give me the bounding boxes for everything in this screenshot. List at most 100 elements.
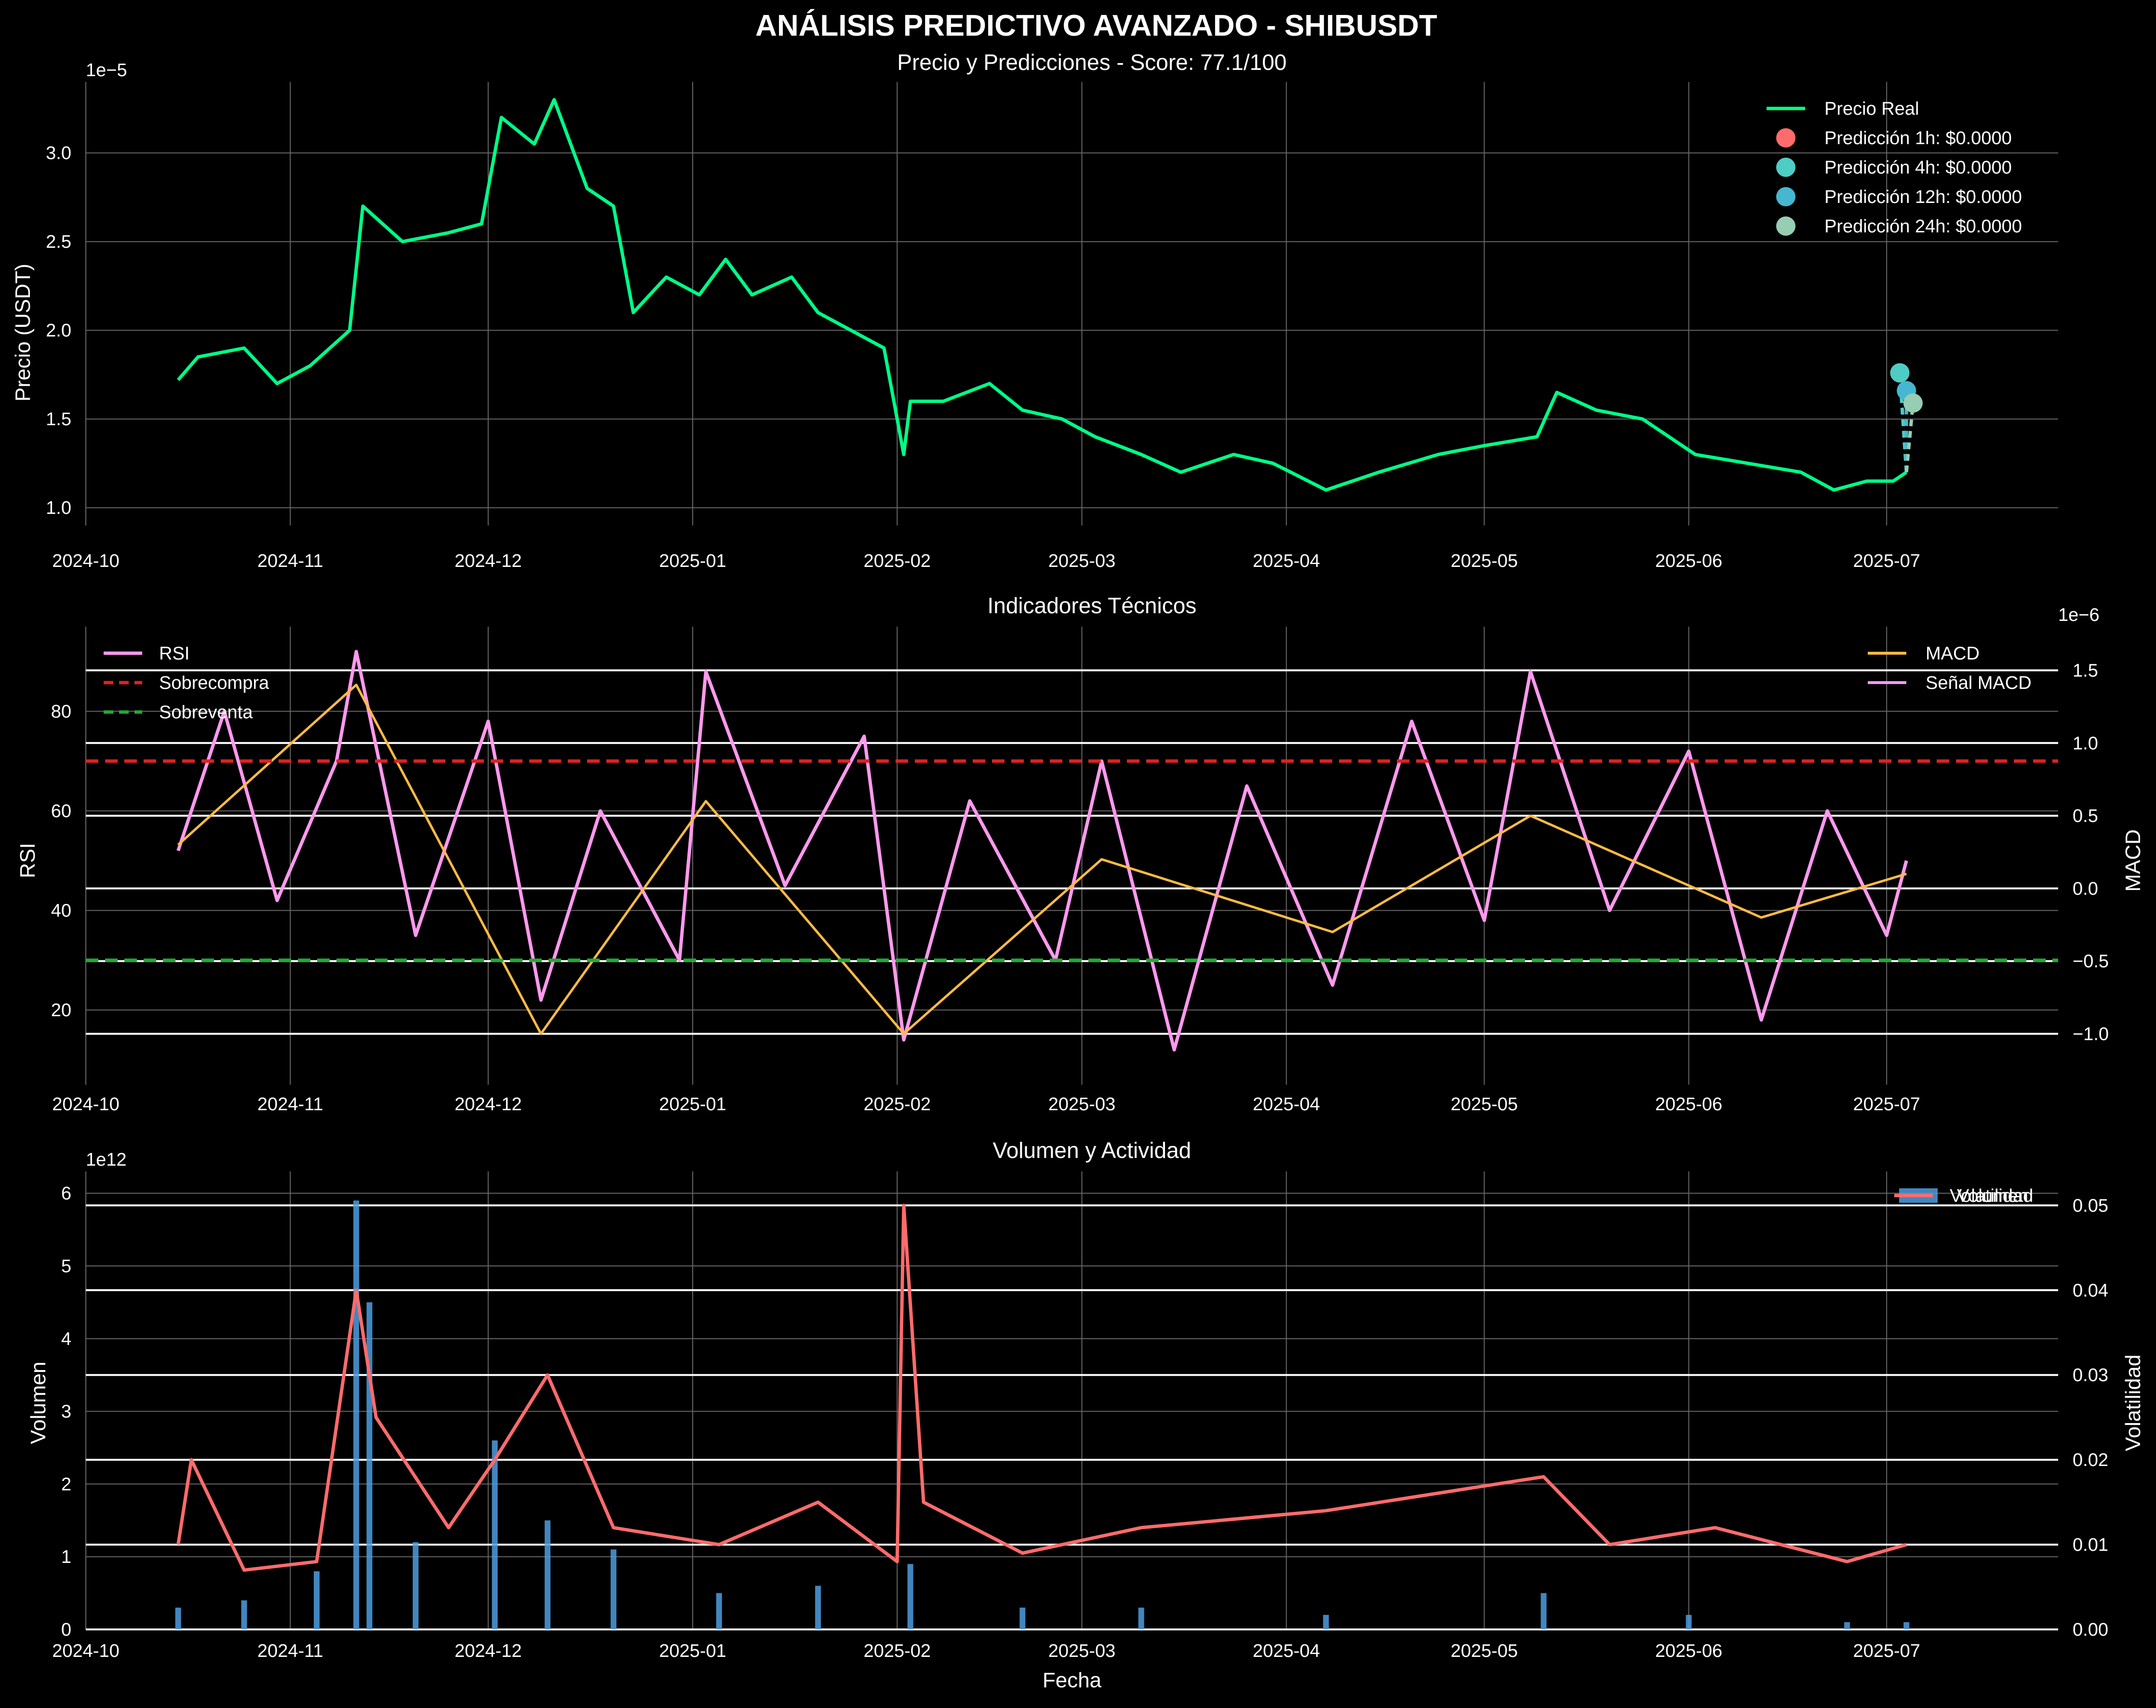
y-tick-label: 3 [61,1402,71,1422]
price-y-axis-label: Precio (USDT) [11,264,35,402]
volatility-tick-label: 0.05 [2073,1196,2108,1216]
volatility-series [176,1203,1907,1572]
macd-tick-label: −0.5 [2073,952,2109,972]
volatility-line [176,1203,1907,1572]
macd-y-ticks: −1.0 −0.5 0.0 0.5 1.0 1.5 [2073,660,2109,1044]
x-tick-label: 2024-12 [455,551,522,571]
x-tick-label: 2025-07 [1853,1094,1920,1115]
legend-label: Precio Real [1824,99,1919,119]
indicators-series [86,650,2058,1052]
volume-bar [353,1200,360,1629]
macd-tick-label: −1.0 [2073,1024,2109,1044]
price-panel-title: Precio y Predicciones - Score: 77.1/100 [869,50,1287,75]
legend-marker [1776,128,1795,148]
volume-bar [413,1542,419,1629]
volume-bar [610,1549,616,1629]
legend-label: RSI [159,644,189,664]
y-tick-label: 6 [61,1183,71,1204]
x-tick-label: 2025-05 [1451,551,1518,571]
x-tick-label: 2025-06 [1655,1641,1722,1661]
volatility-tick-label: 0.04 [2073,1280,2108,1301]
macd-tick-label: 0.5 [2073,806,2098,826]
rsi-line [176,650,1908,1052]
prediction-point [1890,363,1910,383]
volume-panel-title: Volumen y Actividad [964,1138,1191,1163]
volume-bar [1138,1607,1144,1629]
volume-bar [907,1564,913,1629]
y-tick-label: 1.0 [46,498,71,518]
volume-bar [1540,1593,1547,1629]
legend-label: Sobrecompra [159,673,269,693]
legend-label: Volatilidad [1950,1186,2033,1206]
y-tick-label: 2.0 [46,321,71,341]
legend-label: Predicción 1h: $0.0000 [1824,128,2012,148]
x-tick-label: 2025-01 [659,1641,726,1661]
x-tick-label: 2025-05 [1451,1094,1518,1115]
volume-bar [716,1593,722,1629]
volatility-tick-label: 0.03 [2073,1365,2108,1385]
legend-marker [1776,216,1795,236]
indicators-x-ticks: 2024-10 2024-11 2024-12 2025-01 2025-02 2025-… [52,1094,1920,1115]
price-grid [85,82,2058,525]
x-tick-label: 2024-11 [257,551,323,571]
price-panel: Precio y Predicciones - Score: 77.1/100 … [11,50,2058,571]
macd-y-offset-label: 1e−6 [2058,605,2100,625]
volume-bar [241,1600,247,1629]
x-tick-label: 2025-01 [659,1094,726,1115]
x-tick-label: 2025-02 [864,1641,931,1661]
x-tick-label: 2025-02 [864,1094,931,1115]
volume-x-axis-label: Fecha [1043,1668,1102,1692]
volatility-tick-label: 0.02 [2073,1450,2108,1470]
prediction-line [1904,403,1915,472]
volume-bar [175,1607,181,1629]
indicators-panel-title: Indicadores Técnicos [959,593,1197,618]
volume-bars [175,1200,1910,1629]
macd-y-axis-label: MACD [2121,829,2145,892]
volume-bar [1844,1622,1850,1629]
rsi-y-ticks: 20 40 60 80 [51,702,71,1021]
y-tick-label: 5 [61,1256,71,1277]
y-tick-label: 80 [51,702,71,722]
legend-label: Predicción 4h: $0.0000 [1824,158,2012,178]
y-tick-label: 1.5 [46,409,71,430]
volume-y-axis-label: Volumen [27,1361,50,1444]
legend-label: Señal MACD [1926,673,2032,693]
volume-x-ticks: 2024-10 2024-11 2024-12 2025-01 2025-02 2025-… [52,1641,1920,1661]
x-tick-label: 2025-05 [1451,1641,1518,1661]
indicators-panel: Indicadores Técnicos 1e−6 RSI MACD 2024-… [16,593,2145,1115]
price-legend: Precio Real Predicción 1h: $0.0000 Predicc… [1767,99,2022,237]
x-tick-label: 2024-11 [257,1094,323,1115]
macd-line [177,684,1907,1035]
x-tick-label: 2025-07 [1853,1641,1920,1661]
x-tick-label: 2024-10 [52,1094,119,1115]
legend-label: MACD [1926,644,1980,664]
y-tick-label: 2.5 [46,232,71,252]
y-tick-label: 0 [61,1620,71,1640]
volume-grid [85,1171,2058,1630]
figure-title: ANÁLISIS PREDICTIVO AVANZADO - SHIBUSDT [718,9,1437,42]
x-tick-label: 2025-01 [659,551,726,571]
volatility-y-axis-label: Volatilidad [2121,1355,2145,1452]
y-tick-label: 4 [61,1329,71,1349]
volume-bar [313,1571,320,1629]
y-tick-label: 60 [51,801,71,821]
x-tick-label: 2025-04 [1253,1094,1320,1115]
x-tick-label: 2025-03 [1048,1641,1115,1661]
y-tick-label: 3.0 [46,143,71,163]
legend-label: Volumen [1957,1186,2028,1206]
legend-marker [1776,187,1795,206]
rsi-y-axis-label: RSI [16,843,40,878]
price-y-ticks: 1.0 1.5 2.0 2.5 3.0 [46,143,71,518]
indicators-legend: RSI Sobrecompra Sobreventa MACD Señal MACD [104,644,2032,723]
volume-bar [1686,1614,1692,1629]
legend-label: Sobreventa [159,702,253,723]
volume-bar [1019,1607,1026,1629]
x-tick-label: 2024-10 [52,551,119,571]
x-tick-label: 2024-11 [257,1641,323,1661]
volatility-tick-label: 0.00 [2073,1620,2108,1640]
y-tick-label: 1 [61,1547,71,1567]
x-tick-label: 2025-03 [1048,551,1115,571]
volume-bar [1323,1614,1329,1629]
volatility-y-ticks: 0.00 0.01 0.02 0.03 0.04 0.05 [2073,1196,2108,1640]
